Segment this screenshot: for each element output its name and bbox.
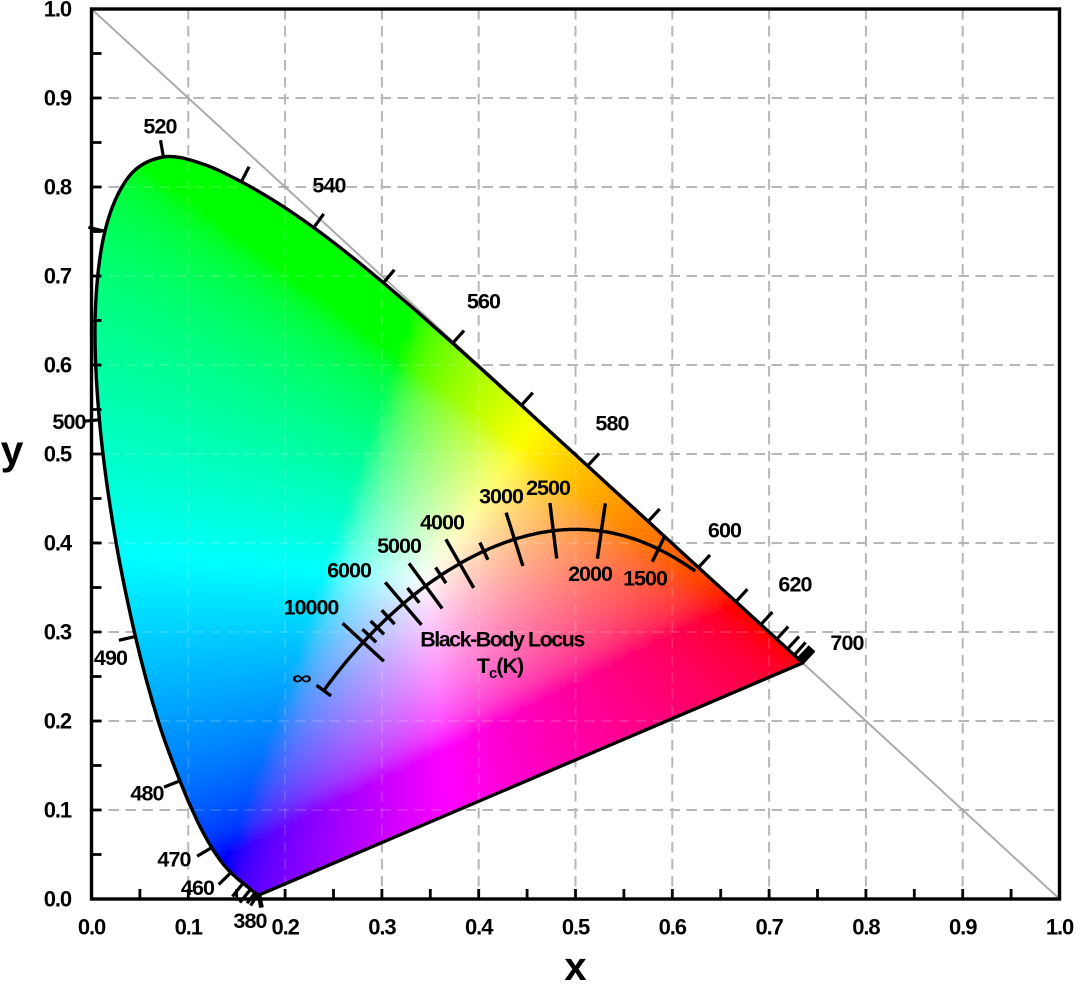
svg-text:Black-Body Locus: Black-Body Locus [420, 628, 585, 652]
svg-text:0.3: 0.3 [44, 620, 72, 645]
svg-text:6000: 6000 [327, 559, 372, 583]
svg-text:480: 480 [130, 782, 164, 806]
svg-text:700: 700 [830, 631, 864, 655]
svg-text:1.0: 1.0 [1046, 915, 1074, 940]
svg-text:y: y [1, 427, 24, 473]
svg-text:0.4: 0.4 [465, 915, 494, 940]
svg-text:0.2: 0.2 [44, 709, 72, 734]
svg-text:0.9: 0.9 [44, 86, 72, 111]
svg-text:10000: 10000 [284, 596, 340, 620]
svg-text:380: 380 [233, 909, 267, 933]
svg-text:620: 620 [778, 573, 812, 597]
svg-text:1500: 1500 [623, 567, 668, 591]
svg-text:0.5: 0.5 [562, 915, 590, 940]
svg-text:2500: 2500 [526, 476, 571, 500]
svg-text:0.5: 0.5 [44, 442, 72, 467]
svg-text:0.8: 0.8 [44, 175, 72, 200]
svg-text:460: 460 [181, 876, 215, 900]
svg-text:0.1: 0.1 [44, 798, 72, 823]
svg-text:0.0: 0.0 [78, 915, 106, 940]
svg-text:0.7: 0.7 [44, 264, 72, 289]
svg-text:600: 600 [708, 519, 742, 543]
svg-text:580: 580 [595, 412, 629, 436]
svg-text:0.8: 0.8 [852, 915, 880, 940]
svg-text:5000: 5000 [377, 534, 422, 558]
svg-text:0.6: 0.6 [44, 353, 72, 378]
svg-text:∞: ∞ [292, 668, 312, 690]
svg-text:Tc(K): Tc(K) [477, 654, 524, 682]
svg-text:560: 560 [467, 290, 501, 314]
svg-text:540: 540 [312, 174, 346, 198]
svg-text:x: x [564, 945, 586, 986]
svg-text:2000: 2000 [568, 562, 613, 586]
svg-text:500: 500 [52, 410, 86, 434]
svg-text:0.6: 0.6 [659, 915, 687, 940]
svg-text:0.9: 0.9 [949, 915, 977, 940]
svg-text:0.3: 0.3 [368, 915, 396, 940]
svg-text:0.1: 0.1 [175, 915, 203, 940]
svg-text:3000: 3000 [479, 485, 524, 509]
svg-text:0.4: 0.4 [44, 531, 73, 556]
svg-text:4000: 4000 [420, 511, 465, 535]
svg-text:0.0: 0.0 [44, 887, 72, 912]
svg-text:1.0: 1.0 [44, 0, 72, 22]
svg-text:0.7: 0.7 [755, 915, 783, 940]
svg-text:490: 490 [94, 646, 128, 670]
svg-text:520: 520 [143, 115, 177, 139]
svg-text:0.2: 0.2 [271, 915, 299, 940]
svg-text:470: 470 [157, 848, 191, 872]
